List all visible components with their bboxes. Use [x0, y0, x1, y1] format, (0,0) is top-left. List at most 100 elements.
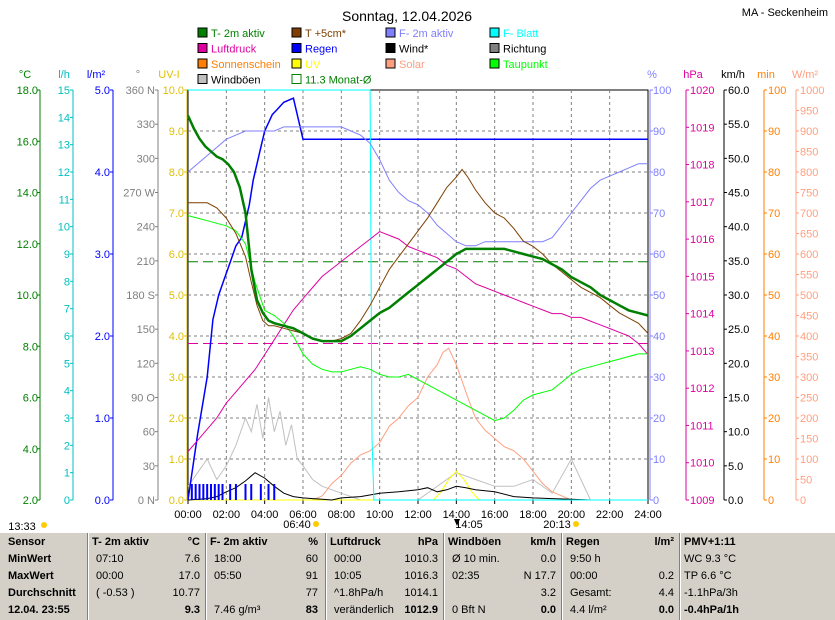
time-noon: 14:05 [455, 519, 483, 531]
stat-cell: 07:10 [96, 553, 124, 565]
axis-label-sun: 90 [768, 126, 780, 138]
legend-swatch [385, 27, 396, 38]
stat-cell: 0.0 [540, 553, 556, 565]
legend-swatch [385, 43, 396, 53]
legend-label: UV [305, 59, 321, 71]
axis-label-wind: 25.0 [728, 324, 749, 336]
axis-label-rain_rate: 13 [58, 140, 70, 152]
time-label: 10:00 [366, 509, 394, 521]
column-separator [88, 533, 89, 620]
stat-cell: PMV+1:11 [684, 536, 736, 548]
axis-label-dir: 120 [137, 358, 155, 370]
time-label: 18:00 [519, 509, 547, 521]
stat-cell: 7.46 g/m³ [214, 604, 261, 616]
rain-rate-bar [202, 484, 205, 500]
axis-label-sun: 10 [768, 454, 780, 466]
stat-cell: T- 2m aktiv [92, 536, 149, 548]
rain-rate-bar [273, 484, 276, 500]
axis-label-sun: 0 [768, 495, 774, 507]
axis-label-temp: 6.0 [23, 393, 38, 405]
axis-unit-dir: ° [136, 69, 140, 81]
axis-label-wind: 30.0 [728, 290, 749, 302]
statistics-table: Sensor MinWert MaxWert Durchschnitt 12.04. 2… [0, 533, 835, 620]
stat-cell: 1016.3 [404, 570, 438, 582]
axis-label-wind: 55.0 [728, 119, 749, 131]
stat-cell: 17.0 [178, 570, 200, 582]
axis-label-rain_rate: 0 [64, 495, 70, 507]
axis-unit-solar: W/m² [792, 69, 819, 81]
axis-label-dir: 60 [143, 427, 155, 439]
legend-label: Regen [305, 44, 337, 56]
stat-cell: 9.3 [184, 604, 200, 616]
stat-cell: ( -0.53 ) [96, 587, 135, 599]
stat-cell: 00:00 [570, 570, 598, 582]
axis-label-press: 1016 [690, 234, 714, 246]
axis-label-rain_rate: 7 [64, 304, 70, 316]
axis-label-rain: 1.0 [95, 413, 110, 425]
axis-label-temp: 12.0 [17, 239, 38, 251]
rain-rate-bar [198, 484, 201, 500]
series-line [188, 89, 648, 501]
rain-rate-bar [213, 484, 216, 500]
time-label: 20:00 [558, 509, 586, 521]
legend-label: Wind* [399, 44, 429, 56]
axis-label-solar: 50 [800, 475, 812, 487]
axis-label-rain_rate: 3 [64, 413, 70, 425]
axis-label-hum: 80 [653, 167, 665, 179]
axis-label-hum: 30 [653, 372, 665, 384]
axis-label-uv: 0.0 [169, 495, 184, 507]
axis-label-temp: 16.0 [17, 136, 38, 148]
time-label: 08:00 [328, 509, 356, 521]
axis-label-rain_rate: 5 [64, 358, 70, 370]
axis-label-uv: 1.0 [169, 454, 184, 466]
column-separator [444, 533, 445, 620]
axis-label-dir: 90 O [131, 393, 155, 405]
axis-label-rain_rate: 6 [64, 331, 70, 343]
stat-cell: MinWert [8, 553, 52, 565]
axis-label-temp: 10.0 [17, 290, 38, 302]
axis-label-press: 1013 [690, 346, 714, 358]
axis-label-sun: 100 [768, 85, 786, 97]
axis-unit-temp: °C [19, 69, 31, 81]
column-separator [680, 533, 681, 620]
axis-label-rain_rate: 2 [64, 440, 70, 452]
series-solar [188, 347, 648, 501]
axis-label-wind: 5.0 [728, 461, 743, 473]
axis-label-dir: 360 N [126, 85, 155, 97]
rain-rate-bar [267, 484, 270, 500]
axis-label-sun: 20 [768, 413, 780, 425]
axis-label-wind: 50.0 [728, 153, 749, 165]
stat-cell: TP 6.6 °C [684, 570, 732, 582]
stat-cell: km/h [530, 536, 556, 548]
stat-cell: 00:00 [334, 553, 362, 565]
axis-label-dir: 150 [137, 324, 155, 336]
time-label: 00:00 [174, 509, 202, 521]
time-label: 12:00 [404, 509, 432, 521]
weather-chart: Sonntag, 12.04.2026 MA - Seckenheim T- 2… [8, 7, 828, 533]
time-moonrise: 13:33 [8, 521, 36, 533]
stat-cell: 1010.3 [404, 553, 438, 565]
axis-label-rain_rate: 11 [59, 194, 70, 206]
axis-label-hum: 70 [653, 208, 665, 220]
axis-label-uv: 2.0 [169, 413, 184, 425]
rain-rate-bar [259, 484, 262, 500]
stat-cell: 60 [305, 553, 318, 565]
series-line [187, 472, 648, 501]
axis-label-wind: 0.0 [728, 495, 743, 507]
stat-cell: 18:00 [214, 553, 242, 565]
column-separator [562, 533, 563, 620]
series-layer [186, 89, 649, 501]
axis-unit-rain_rate: l/h [58, 69, 70, 81]
legend-swatch [197, 27, 208, 38]
axis-label-wind: 10.0 [728, 427, 749, 439]
stat-cell: 4.4 l/m² [570, 604, 607, 616]
stat-cell: 1012.9 [404, 604, 438, 616]
series-line [186, 115, 649, 343]
axis-label-solar: 700 [800, 208, 818, 220]
axis-label-solar: 900 [800, 126, 818, 138]
stat-cell: Windböen [448, 536, 502, 548]
legend-label: Luftdruck [211, 44, 257, 56]
axis-label-hum: 40 [653, 331, 665, 343]
axis-label-solar: 800 [800, 167, 818, 179]
legend-swatch [197, 58, 208, 69]
